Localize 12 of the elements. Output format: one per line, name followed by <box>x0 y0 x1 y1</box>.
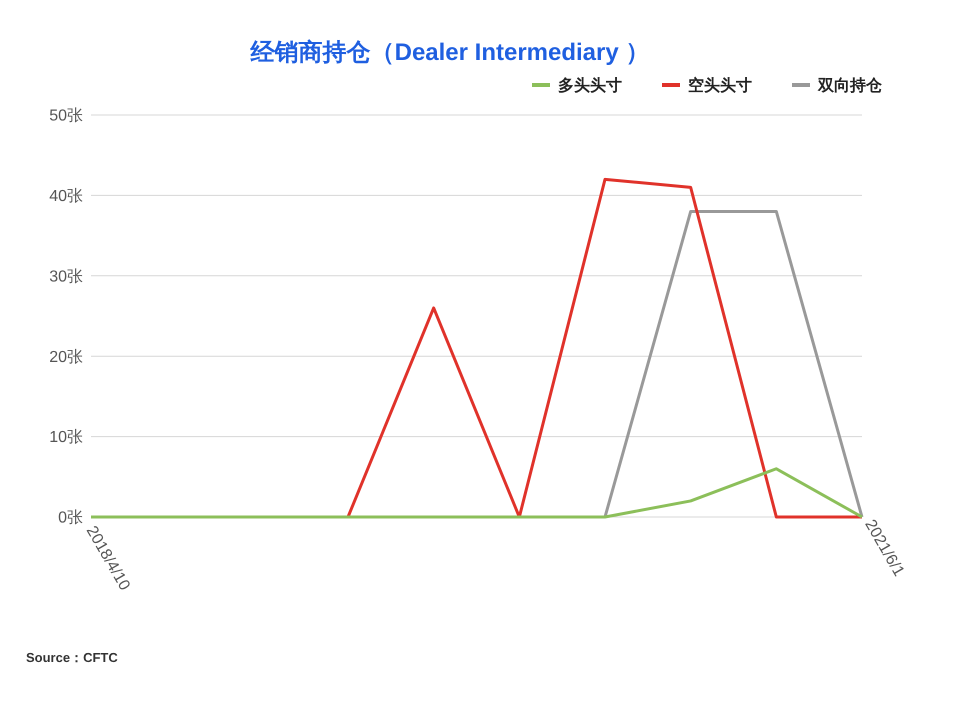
y-tick-label: 20张 <box>49 348 83 366</box>
line-series <box>346 178 864 518</box>
y-tick-label: 10张 <box>49 428 83 446</box>
y-tick-label: 30张 <box>49 267 83 286</box>
legend-label: 空头头寸 <box>688 76 752 95</box>
y-tick-label: 0张 <box>58 508 83 527</box>
legend-label: 多头头寸 <box>558 76 622 95</box>
y-tick-label: 50张 <box>49 106 83 125</box>
chart-title: 经销商持仓（Dealer Intermediary ） <box>250 39 650 66</box>
legend-label: 双向持仓 <box>817 76 883 95</box>
y-tick-label: 40张 <box>49 187 83 205</box>
source-note: Source：CFTC <box>26 650 118 665</box>
